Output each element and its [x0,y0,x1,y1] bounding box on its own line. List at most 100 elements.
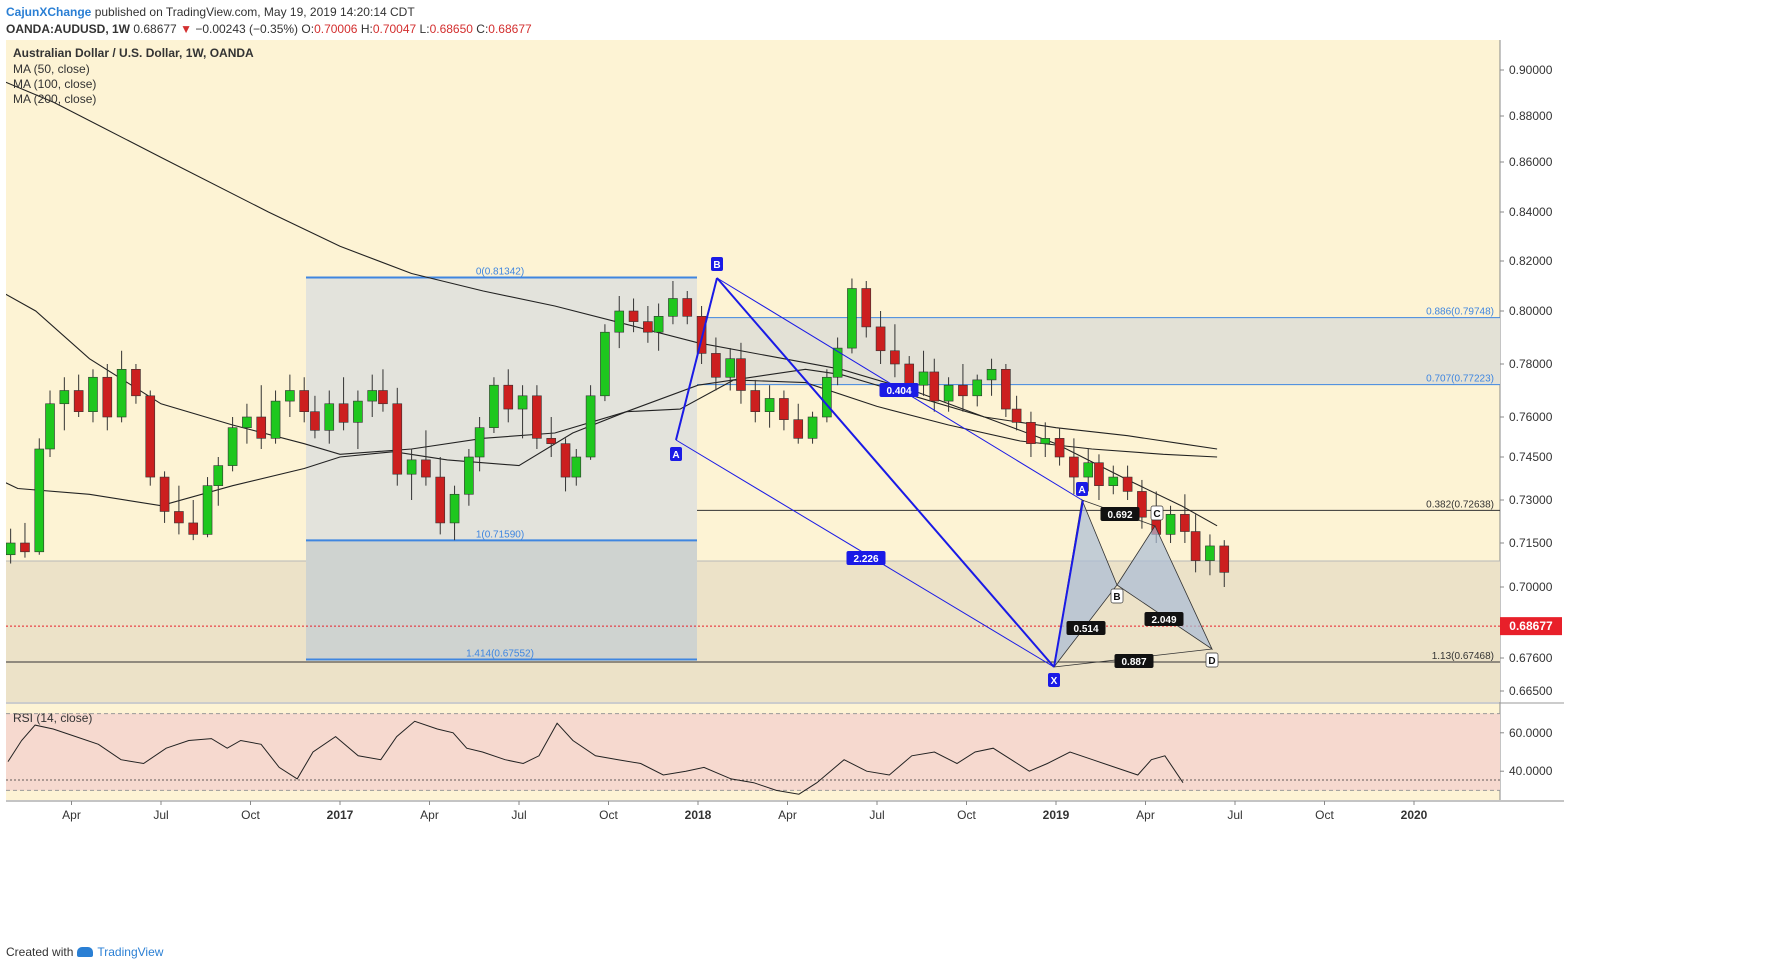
candle[interactable] [116,368,127,418]
candle[interactable] [464,456,474,495]
harmonic-leg-xa[interactable] [1053,499,1084,668]
harmonic-leg-ab[interactable] [675,277,718,441]
candle[interactable] [725,358,736,378]
candle[interactable] [847,288,857,349]
pattern-point-marker[interactable] [1110,588,1124,604]
candle[interactable] [861,288,872,328]
pattern-point-marker[interactable] [1076,482,1088,496]
candle[interactable] [1122,476,1133,492]
last-price-tag[interactable] [1500,617,1562,636]
candle[interactable] [807,416,818,439]
candle[interactable] [503,384,514,410]
publisher-link[interactable]: CajunXChange [6,5,92,19]
candle[interactable] [532,395,542,439]
ratio-badge[interactable] [846,551,886,565]
candle[interactable] [131,368,141,397]
candle[interactable] [986,368,997,381]
candle[interactable] [6,542,16,556]
ratio-badge[interactable] [1066,621,1106,635]
pattern-point-marker[interactable] [670,447,682,461]
candle[interactable] [227,427,238,466]
candle[interactable] [904,363,915,386]
candle[interactable] [1094,462,1104,486]
candle[interactable] [779,398,789,420]
candle[interactable] [1026,422,1036,444]
candle[interactable] [34,448,45,553]
candle[interactable] [145,395,156,478]
candle[interactable] [489,384,499,428]
candle[interactable] [546,438,557,444]
candle[interactable] [73,390,84,413]
pattern-point-marker[interactable] [1048,673,1060,687]
candle[interactable] [918,371,929,386]
candle[interactable] [571,456,582,478]
candle[interactable] [711,353,721,378]
pattern-point-marker[interactable] [1205,652,1219,668]
candle[interactable] [20,542,30,553]
candle[interactable] [614,310,625,333]
candle[interactable] [929,371,940,402]
candle[interactable] [682,298,693,317]
candle[interactable] [202,485,213,535]
candle[interactable] [378,390,388,405]
candle[interactable] [213,465,224,486]
candle[interactable] [45,403,55,450]
candle[interactable] [174,511,184,524]
candle[interactable] [1205,545,1215,561]
candle[interactable] [1040,438,1051,444]
candle[interactable] [285,390,295,402]
candle[interactable] [59,390,70,405]
candle[interactable] [972,379,983,397]
candle[interactable] [696,315,707,354]
candle[interactable] [1165,514,1176,535]
candle[interactable] [338,403,349,423]
candle[interactable] [0,555,1,564]
candle[interactable] [600,331,610,397]
ma50-line[interactable] [0,379,1218,507]
tradingview-link[interactable]: TradingView [97,945,164,959]
candle[interactable] [628,310,639,322]
candle[interactable] [668,298,678,317]
candle[interactable] [643,321,653,333]
candle[interactable] [367,390,378,402]
candle[interactable] [832,347,843,378]
candle[interactable] [474,427,485,458]
price-scale[interactable] [1500,40,1564,800]
candle[interactable] [1190,531,1201,561]
candle[interactable] [435,476,446,524]
candle[interactable] [1083,462,1094,478]
candle[interactable] [449,493,460,524]
candle[interactable] [736,358,746,391]
candle[interactable] [299,390,310,413]
candle[interactable] [324,403,335,431]
candle[interactable] [1054,438,1065,458]
candle[interactable] [653,315,664,333]
candle[interactable] [256,416,267,439]
candle[interactable] [1069,456,1079,478]
candle[interactable] [958,384,968,397]
candle[interactable] [270,400,281,439]
price-chart[interactable]: 0(0.81342) 1(0.71590) 1.414(0.67552) 0.886(… [0,0,1766,940]
rsi-line[interactable] [7,720,1184,795]
candle[interactable] [1001,368,1011,410]
pattern-point-marker[interactable] [1150,505,1164,521]
candle[interactable] [159,476,170,512]
candle[interactable] [102,376,113,418]
candle[interactable] [88,376,98,413]
candle[interactable] [890,350,900,365]
harmonic-leg-bx[interactable] [716,277,1055,668]
pattern-point-marker[interactable] [711,257,723,271]
ratio-badge[interactable] [1114,654,1154,668]
candle[interactable] [585,395,596,458]
candle[interactable] [392,403,403,475]
candle[interactable] [406,459,417,475]
candle[interactable] [560,443,571,478]
ma200-line[interactable] [0,72,1218,527]
candle[interactable] [822,376,832,418]
ratio-badge[interactable] [1100,507,1140,521]
candle[interactable] [310,411,320,431]
candle[interactable] [1180,514,1190,532]
ratio-badge[interactable] [1144,612,1184,626]
candle[interactable] [764,398,775,413]
candle[interactable] [875,326,886,352]
